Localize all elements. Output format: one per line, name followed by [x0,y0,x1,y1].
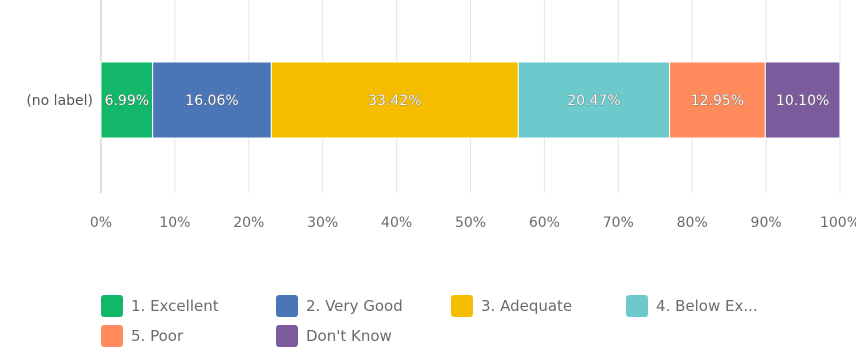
bar-segment [764,61,841,139]
x-tick-label: 70% [603,215,634,231]
x-tick-label: 40% [381,215,412,231]
bar-segment [152,61,272,139]
x-tick-label: 30% [307,215,338,231]
data-label: 6.99% [105,93,149,109]
bar-segment [669,61,766,139]
data-label: 33.42% [368,93,421,109]
x-tick-label: 0% [90,215,112,231]
x-tick-label: 60% [529,215,560,231]
data-label: 10.10% [776,93,829,109]
bar-segment [270,61,519,139]
x-tick-label: 90% [751,215,782,231]
x-tick-label: 20% [233,215,264,231]
x-tick-label: 50% [455,215,486,231]
bar-segment [100,61,154,139]
x-tick-label: 10% [159,215,190,231]
x-tick-label: 100% [820,215,856,231]
x-tick-label: 80% [677,215,708,231]
data-label: 16.06% [185,93,238,109]
category-label: (no label) [26,93,93,109]
bar-segment [517,61,671,139]
data-label: 12.95% [691,93,744,109]
data-label: 20.47% [567,93,620,109]
